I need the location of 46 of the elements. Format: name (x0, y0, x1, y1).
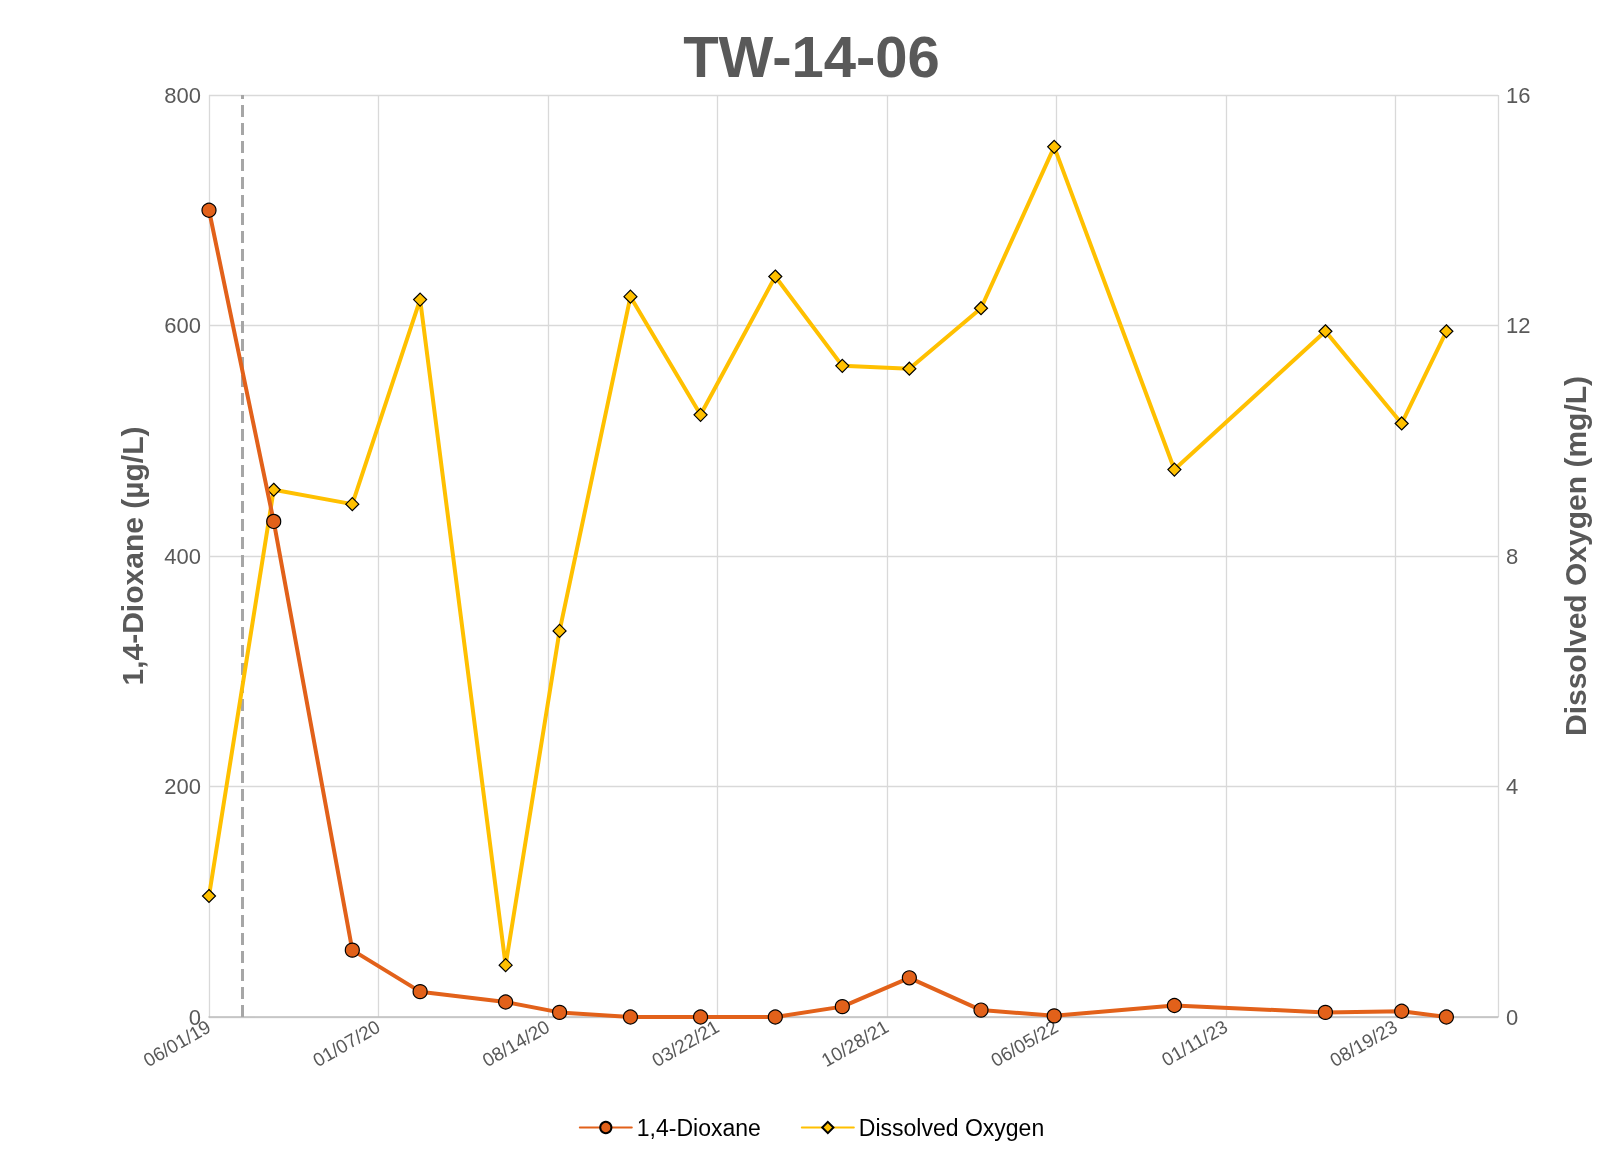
point (835, 358, 850, 373)
y2-tick-label: 0 (1506, 1004, 1519, 1030)
point (498, 958, 513, 973)
point (693, 407, 708, 422)
point (1394, 416, 1409, 431)
y-tick-label: 600 (164, 313, 201, 338)
point (834, 999, 850, 1015)
y-tick-label: 400 (164, 543, 201, 569)
point (623, 289, 638, 304)
point (344, 942, 360, 958)
point (266, 482, 281, 497)
point (768, 269, 783, 284)
point (1167, 462, 1182, 477)
y2-axis-title: Dissolved Oxygen (mg/L) (1558, 375, 1592, 737)
y-tick-label: 800 (164, 82, 201, 108)
point (345, 497, 360, 512)
point (551, 1004, 568, 1020)
point (622, 1009, 639, 1025)
point (552, 623, 567, 639)
point (201, 202, 217, 218)
point (1318, 324, 1333, 339)
point (1047, 139, 1062, 154)
legend-label: Dissolved Oxygen (858, 1114, 1045, 1141)
legend-label: 1,4-Dioxane (636, 1114, 761, 1141)
point (412, 984, 428, 1000)
point (1394, 1003, 1410, 1019)
point (1439, 324, 1454, 339)
point (901, 970, 917, 986)
y2-tick-label: 16 (1506, 82, 1531, 108)
point (266, 513, 282, 530)
point (973, 1002, 989, 1018)
y-tick-label: 200 (164, 774, 201, 799)
point (498, 994, 514, 1010)
point (1166, 997, 1182, 1014)
point (767, 1009, 783, 1025)
y2-tick-label: 12 (1506, 313, 1531, 338)
point (413, 292, 428, 307)
chart-title: TW-14-06 (683, 23, 940, 89)
point (902, 361, 917, 376)
point (973, 301, 989, 316)
y-axis-title: 1,4-Dioxane (µg/L) (115, 426, 149, 686)
point (1317, 1004, 1334, 1020)
y2-tick-label: 4 (1506, 774, 1519, 799)
y2-tick-label: 8 (1506, 543, 1519, 569)
point (1438, 1009, 1454, 1025)
point (201, 888, 217, 904)
